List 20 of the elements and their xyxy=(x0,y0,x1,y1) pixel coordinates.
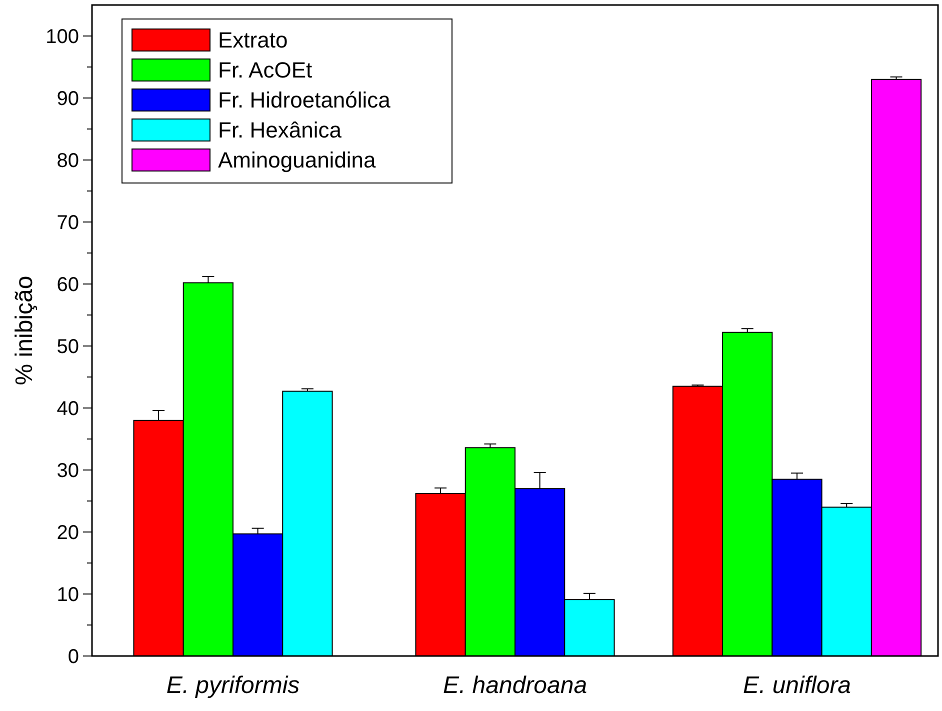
y-tick-label: 30 xyxy=(56,460,79,482)
x-tick-label: E. handroana xyxy=(442,672,588,699)
x-tick-label: E. uniflora xyxy=(742,672,852,699)
y-tick-label: 80 xyxy=(56,150,79,172)
y-tick-label: 60 xyxy=(56,274,79,296)
y-tick-label: 40 xyxy=(56,398,79,420)
legend-label: Fr. AcOEt xyxy=(218,58,312,83)
y-axis-title: % inibição xyxy=(11,276,38,386)
y-tick-label: 10 xyxy=(56,584,79,606)
legend-label: Aminoguanidina xyxy=(218,148,377,173)
y-tick-label: 50 xyxy=(56,336,79,358)
y-tick-label: 20 xyxy=(56,522,79,544)
x-tick-label: E. pyriformis xyxy=(166,672,300,699)
legend-label: Fr. Hexânica xyxy=(218,118,342,143)
y-tick-label: 0 xyxy=(68,646,79,668)
legend-label: Extrato xyxy=(218,28,288,53)
y-tick-label: 90 xyxy=(56,88,79,110)
y-tick-label: 100 xyxy=(46,26,79,48)
y-tick-label: 70 xyxy=(56,212,79,234)
legend-label: Fr. Hidroetanólica xyxy=(218,88,392,113)
